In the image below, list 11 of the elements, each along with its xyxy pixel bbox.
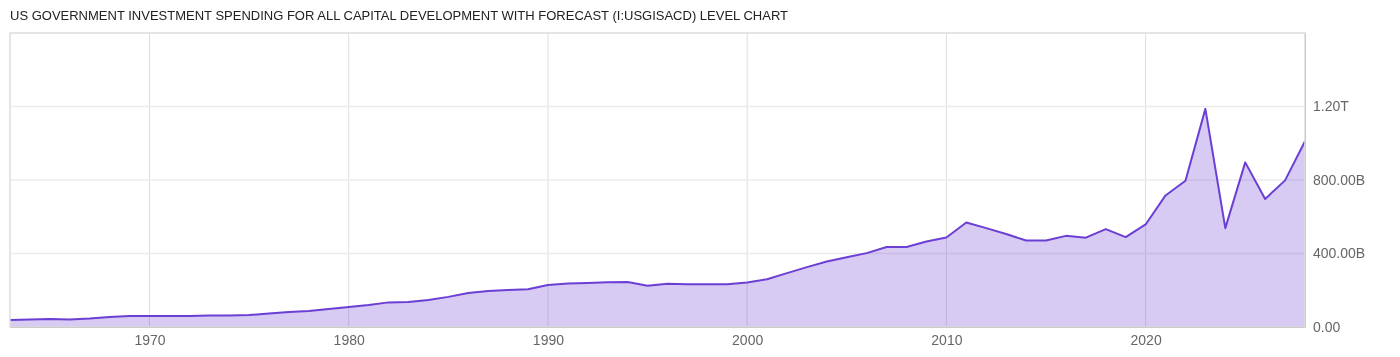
x-tick-label: 1980 bbox=[333, 331, 365, 348]
y-tick-label: 0.00 bbox=[1313, 318, 1341, 335]
x-tick-label: 1990 bbox=[532, 331, 565, 348]
y-tick-label: 1.20T bbox=[1313, 98, 1350, 115]
y-tick-label: 800.00B bbox=[1313, 171, 1366, 188]
x-tick-label: 2000 bbox=[732, 331, 764, 348]
x-tick-label: 2010 bbox=[931, 331, 963, 348]
chart-title: US GOVERNMENT INVESTMENT SPENDING FOR ALL CAPITAL DEVELOPMENT WITH FORECAST (I:USGISACD) LEVEL CHART bbox=[10, 8, 789, 23]
x-tick-label: 2020 bbox=[1130, 331, 1162, 348]
x-tick-label: 1970 bbox=[134, 331, 166, 348]
y-tick-label: 400.00B bbox=[1313, 245, 1366, 262]
